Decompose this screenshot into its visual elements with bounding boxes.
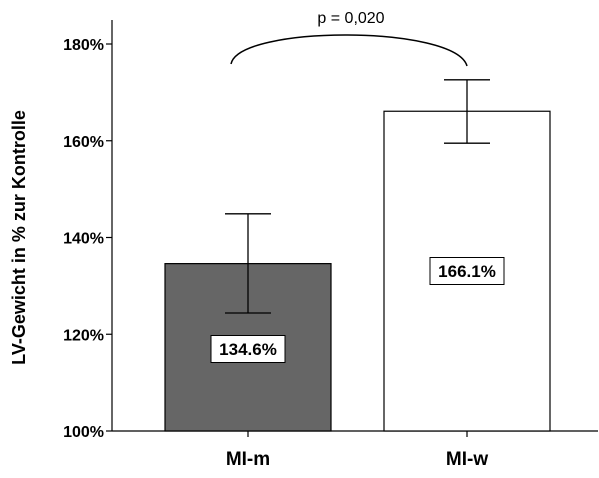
y-tick-label: 100%	[63, 424, 104, 441]
y-tick-label: 160%	[63, 134, 104, 151]
significance-bracket	[230, 34, 468, 67]
data-label: 134.6%	[219, 340, 277, 359]
data-label: 166.1%	[438, 262, 496, 281]
significance-annotation: p = 0,020	[230, 10, 468, 67]
data-label-box	[429, 257, 505, 285]
y-axis-label: LV-Gewicht in % zur Kontrolle	[9, 110, 29, 365]
axes: 100% 120% 140% 160% 180% LV-Gewicht in % zur …	[9, 20, 598, 470]
x-tick-label: MI-w	[446, 449, 488, 470]
data-labels: 134.6% 166.1%	[210, 257, 505, 363]
x-tick-label: MI-m	[226, 449, 270, 470]
data-label-box	[210, 335, 286, 363]
p-value-label: p = 0,020	[317, 10, 384, 27]
error-bars	[225, 79, 490, 314]
y-tick-label: 120%	[63, 327, 104, 344]
y-tick-label: 140%	[63, 231, 104, 248]
bars	[164, 110, 551, 432]
y-tick-label: 180%	[63, 37, 104, 54]
